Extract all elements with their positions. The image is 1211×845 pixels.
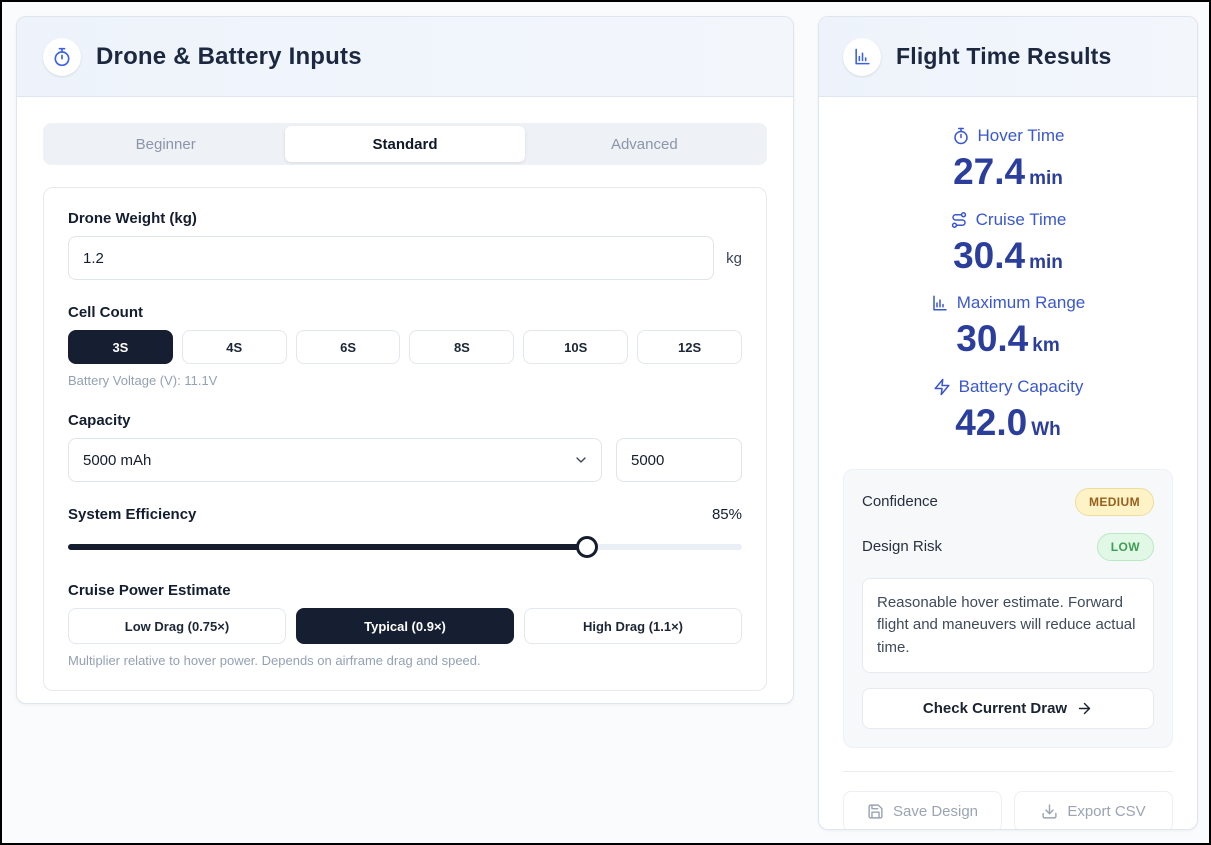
cruise-time-metric: Cruise Time 30.4 min [843, 210, 1173, 277]
confidence-badge: MEDIUM [1074, 487, 1154, 516]
results-panel-body: Hover Time 27.4 min Cruise Time 30.4 min [819, 97, 1197, 829]
weight-field-group: Drone Weight (kg) kg [68, 210, 742, 280]
bar-chart-icon [931, 294, 949, 312]
inputs-panel-header: Drone & Battery Inputs [17, 17, 793, 97]
battery-capacity-label: Battery Capacity [958, 377, 1084, 397]
cell-count-options: 3S 4S 6S 8S 10S 12S [68, 330, 742, 364]
route-icon [950, 211, 968, 229]
tab-beginner[interactable]: Beginner [46, 126, 285, 162]
cell-count-option-10s[interactable]: 10S [523, 330, 629, 364]
cruise-power-hint: Multiplier relative to hover power. Depe… [68, 653, 481, 668]
cruise-option-low-drag[interactable]: Low Drag (0.75×) [68, 608, 286, 644]
max-range-value: 30.4 [956, 318, 1029, 360]
assessment-card: Confidence MEDIUM Design Risk LOW Reason… [843, 468, 1173, 749]
inputs-panel-body: Beginner Standard Advanced Drone Weight … [17, 97, 793, 703]
capacity-group: Capacity 5000 mAh [68, 412, 742, 482]
max-range-unit: km [1032, 335, 1060, 357]
battery-voltage-hint: Battery Voltage (V): 11.1V [68, 373, 218, 388]
cell-count-group: Cell Count 3S 4S 6S 8S 10S 12S Battery V… [68, 304, 742, 388]
cell-count-option-8s[interactable]: 8S [409, 330, 515, 364]
save-design-button[interactable]: Save Design [843, 791, 1002, 829]
efficiency-label: System Efficiency [68, 506, 197, 523]
efficiency-group: System Efficiency 85% [68, 506, 742, 558]
mode-tabs: Beginner Standard Advanced [43, 123, 767, 165]
save-icon [867, 803, 884, 820]
export-csv-button[interactable]: Export CSV [1014, 791, 1173, 829]
max-range-label: Maximum Range [956, 293, 1086, 313]
hover-time-metric: Hover Time 27.4 min [843, 126, 1173, 193]
design-risk-badge: LOW [1096, 532, 1154, 561]
tab-standard[interactable]: Standard [285, 126, 525, 162]
check-current-draw-button[interactable]: Check Current Draw [862, 688, 1154, 730]
cell-count-option-12s[interactable]: 12S [637, 330, 742, 364]
cell-count-option-3s[interactable]: 3S [68, 330, 173, 364]
stopwatch-icon [952, 127, 970, 145]
export-csv-label: Export CSV [1067, 803, 1146, 821]
capacity-select-value: 5000 mAh [83, 451, 152, 469]
capacity-custom-input[interactable] [616, 438, 742, 482]
battery-capacity-value: 42.0 [955, 402, 1028, 444]
hover-time-unit: min [1029, 168, 1063, 189]
results-panel-title: Flight Time Results [896, 43, 1112, 69]
cruise-time-label: Cruise Time [975, 209, 1067, 229]
cruise-time-value: 30.4 [953, 234, 1026, 276]
confidence-label: Confidence [862, 493, 938, 511]
cruise-option-typical[interactable]: Typical (0.9×) [296, 608, 514, 644]
slider-fill [68, 544, 587, 550]
capacity-label: Capacity [68, 412, 131, 429]
weight-unit: kg [726, 249, 742, 267]
inputs-form: Drone Weight (kg) kg Cell Count 3S 4S 6S… [43, 187, 767, 691]
slider-thumb[interactable] [575, 536, 598, 558]
cell-count-option-6s[interactable]: 6S [295, 330, 401, 364]
battery-capacity-metric: Battery Capacity 42.0 Wh [843, 377, 1173, 444]
chevron-down-icon [573, 452, 589, 468]
cruise-power-options: Low Drag (0.75×) Typical (0.9×) High Dra… [68, 608, 742, 644]
max-range-metric: Maximum Range 30.4 km [843, 293, 1173, 360]
save-design-label: Save Design [892, 803, 979, 821]
check-current-draw-label: Check Current Draw [922, 700, 1068, 718]
inputs-panel: Drone & Battery Inputs Beginner Standard… [16, 16, 794, 704]
bar-chart-icon [843, 37, 881, 76]
hover-time-value: 27.4 [953, 151, 1026, 192]
capacity-select[interactable]: 5000 mAh [68, 438, 602, 482]
results-panel-header: Flight Time Results [819, 17, 1197, 97]
zap-icon [933, 378, 951, 396]
tab-advanced[interactable]: Advanced [525, 126, 764, 162]
efficiency-slider[interactable] [68, 536, 742, 558]
download-icon [1041, 803, 1058, 820]
assessment-note: Reasonable hover estimate. Forward fligh… [862, 577, 1154, 674]
cruise-time-unit: min [1029, 251, 1063, 273]
results-panel: Flight Time Results Hover Time 27.4 min C… [818, 16, 1198, 830]
design-risk-label: Design Risk [862, 538, 943, 556]
arrow-right-icon [1076, 700, 1093, 717]
cruise-power-label: Cruise Power Estimate [68, 582, 231, 599]
cell-count-option-4s[interactable]: 4S [181, 330, 287, 364]
battery-capacity-unit: Wh [1031, 419, 1061, 441]
efficiency-value: 85% [711, 506, 742, 523]
footer-divider [843, 771, 1173, 773]
cruise-option-high-drag[interactable]: High Drag (1.1×) [524, 608, 742, 644]
weight-label: Drone Weight (kg) [68, 210, 197, 227]
stopwatch-icon [43, 37, 81, 76]
inputs-panel-title: Drone & Battery Inputs [96, 42, 362, 70]
weight-input[interactable] [68, 236, 715, 280]
hover-time-label: Hover Time [977, 126, 1065, 145]
cruise-power-group: Cruise Power Estimate Low Drag (0.75×) T… [68, 582, 742, 668]
footer-actions: Save Design Export CSV [843, 791, 1173, 829]
cell-count-label: Cell Count [68, 304, 143, 321]
